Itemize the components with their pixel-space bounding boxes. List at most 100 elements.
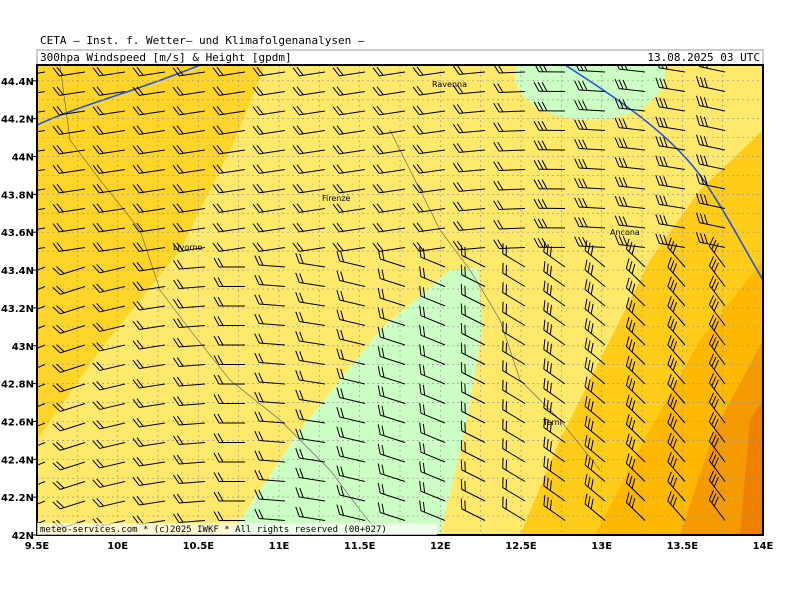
- barb-feather: [252, 242, 260, 252]
- barb-feather: [663, 98, 668, 109]
- barb-feather: [52, 364, 61, 373]
- barb-feather: [254, 391, 260, 402]
- barb-feather: [216, 86, 224, 96]
- barb-feather: [340, 251, 345, 263]
- barb-feather: [416, 164, 424, 173]
- barb-shaft: [667, 364, 686, 385]
- barb-feather: [136, 222, 144, 232]
- barb-feather: [713, 418, 719, 429]
- barb-feather: [92, 440, 101, 449]
- lon-label: 10.5E: [183, 541, 215, 552]
- barb-shaft: [459, 110, 486, 114]
- barb-shaft: [420, 276, 446, 287]
- barb-shaft: [543, 310, 566, 326]
- barb-feather: [670, 338, 675, 349]
- barb-shaft: [259, 91, 286, 96]
- barb-feather: [708, 470, 715, 481]
- barb-shaft: [37, 520, 46, 525]
- barb-shaft: [219, 247, 246, 252]
- barb-feather: [546, 243, 549, 255]
- barb-feather: [13, 87, 19, 95]
- barb-feather: [136, 144, 144, 154]
- barb-shaft: [339, 247, 366, 252]
- lon-label: 14E: [753, 541, 774, 552]
- barb-feather: [96, 439, 104, 448]
- barb-feather: [622, 235, 628, 246]
- barb-shaft: [139, 130, 166, 135]
- barb-feather: [699, 96, 704, 107]
- barb-feather: [582, 119, 588, 130]
- barb-feather: [578, 197, 584, 208]
- barb-feather: [452, 65, 460, 75]
- barb-shaft: [379, 91, 406, 96]
- barb-shaft: [99, 110, 126, 116]
- barb-shaft: [659, 86, 686, 92]
- barb-shaft: [60, 442, 86, 451]
- barb-feather: [631, 341, 636, 353]
- barb-feather: [372, 125, 380, 135]
- barb-feather: [419, 285, 422, 297]
- barb-shaft: [259, 439, 286, 443]
- barb-shaft: [37, 188, 46, 191]
- barb-feather: [340, 368, 345, 380]
- barb-feather: [631, 497, 636, 509]
- barb-feather: [538, 65, 544, 73]
- barb-feather: [336, 86, 344, 96]
- barb-feather: [546, 321, 549, 333]
- barb-feather: [614, 156, 620, 167]
- barb-feather: [56, 285, 65, 294]
- barb-shaft: [584, 425, 606, 443]
- barb-shaft: [179, 227, 206, 233]
- barb-feather: [672, 341, 678, 352]
- barb-feather: [254, 411, 260, 422]
- lat-label: 44N: [12, 153, 34, 164]
- barb-feather: [254, 274, 260, 285]
- lon-label: 13E: [591, 541, 612, 552]
- barb-feather: [213, 413, 220, 424]
- barb-shaft: [299, 169, 326, 174]
- barb-feather: [136, 242, 144, 252]
- barb-feather: [543, 261, 546, 272]
- barb-feather: [56, 305, 65, 314]
- city-label: Livorno: [173, 243, 203, 252]
- barb-feather: [377, 443, 381, 455]
- barb-feather: [295, 311, 300, 322]
- barb-feather: [17, 327, 25, 333]
- barb-feather: [708, 334, 715, 344]
- lat-label: 42N: [12, 531, 34, 542]
- barb-feather: [172, 474, 180, 484]
- barb-feather: [452, 163, 460, 173]
- barb-feather: [703, 116, 708, 127]
- barb-feather: [132, 301, 140, 311]
- barb-feather: [216, 222, 224, 232]
- barb-feather: [172, 260, 180, 270]
- barb-shaft: [259, 459, 286, 463]
- barb-shaft: [219, 169, 246, 174]
- barb-shaft: [99, 266, 126, 274]
- barb-shaft: [584, 366, 606, 385]
- barb-feather: [377, 502, 381, 513]
- barb-feather: [340, 388, 345, 399]
- barb-shaft: [543, 290, 566, 307]
- barb-shaft: [584, 405, 606, 424]
- barb-feather: [422, 462, 426, 474]
- barb-shaft: [699, 241, 726, 248]
- barb-feather: [295, 409, 300, 420]
- barb-shaft: [299, 188, 326, 194]
- barb-feather: [372, 203, 380, 213]
- barb-feather: [381, 464, 385, 475]
- barb-feather: [176, 454, 184, 464]
- barb-feather: [376, 66, 384, 76]
- barb-shaft: [667, 266, 686, 287]
- barb-shaft: [420, 432, 446, 443]
- barb-shaft: [502, 350, 526, 365]
- barb-feather: [456, 65, 464, 75]
- barb-feather: [299, 292, 304, 303]
- barb-feather: [176, 513, 184, 523]
- barb-feather: [292, 203, 300, 213]
- barb-feather: [136, 437, 144, 447]
- barb-feather: [56, 125, 64, 135]
- barb-feather: [625, 258, 630, 269]
- barb-feather: [584, 337, 588, 348]
- barb-shaft: [259, 188, 286, 194]
